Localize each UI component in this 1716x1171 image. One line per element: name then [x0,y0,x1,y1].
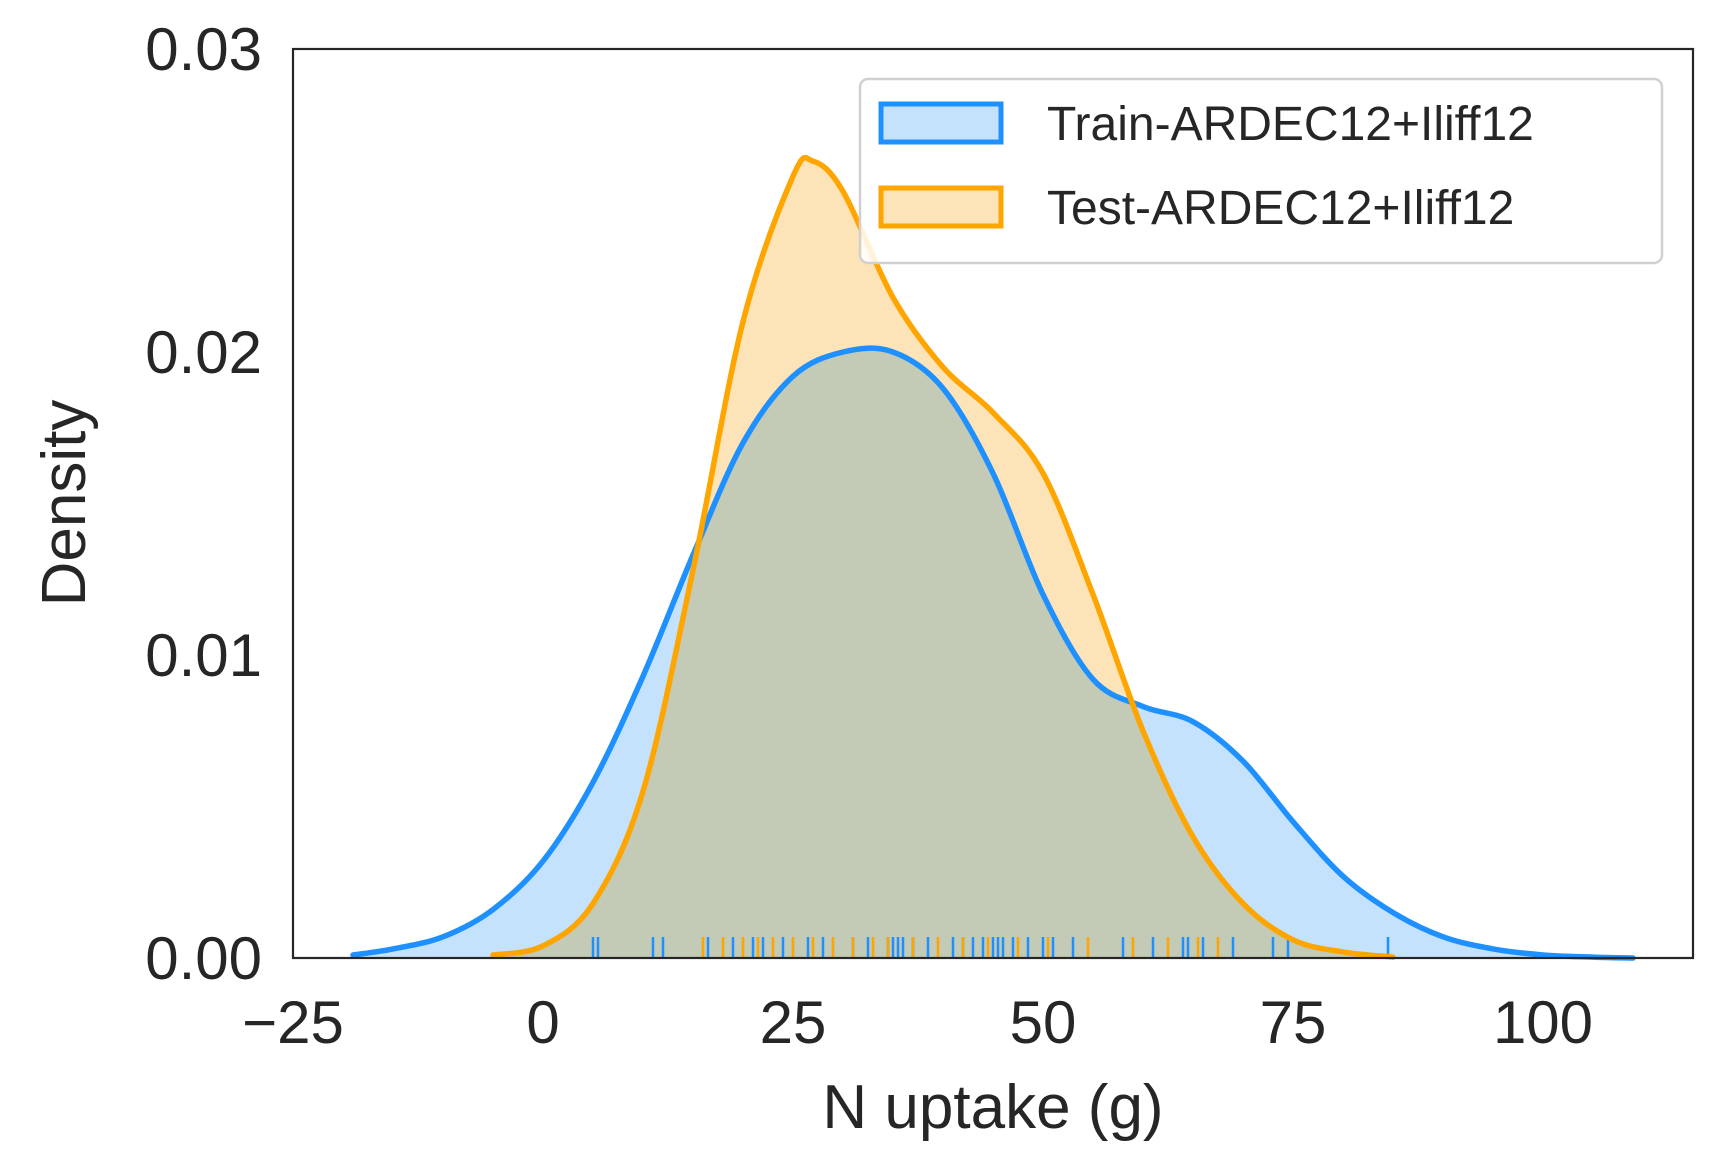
x-tick-label: 50 [1010,989,1077,1056]
x-axis: −25 0 25 50 75 100 [242,989,1593,1056]
density-line-test [490,154,1396,960]
x-tick-label: −25 [242,989,344,1056]
legend: Train-ARDEC12+Iliff12 Test-ARDEC12+Iliff… [858,77,1664,265]
x-tick-label: 75 [1260,989,1327,1056]
y-tick-label: 0.01 [145,622,262,689]
legend-box [858,77,1664,265]
x-tick-label: 0 [526,989,559,1056]
plot-area [350,154,1636,961]
legend-swatch-train [878,101,1004,145]
x-tick-label: 100 [1493,989,1593,1056]
rug-test [701,937,1220,958]
legend-swatch-test [878,185,1004,229]
legend-label-train: Train-ARDEC12+Iliff12 [1047,98,1534,151]
x-axis-label: N uptake (g) [822,1073,1163,1142]
y-tick-label: 0.03 [145,16,262,83]
x-tick-label: 25 [760,989,827,1056]
y-tick-label: 0.00 [145,925,262,992]
y-tick-label: 0.02 [145,319,262,386]
plot-frame [291,47,1695,960]
density-line-train [350,345,1636,961]
legend-label-test: Test-ARDEC12+Iliff12 [1047,182,1514,235]
y-axis: 0.00 0.01 0.02 0.03 [145,16,262,992]
density-area-test [493,157,1393,958]
y-axis-label: Density [30,400,99,607]
